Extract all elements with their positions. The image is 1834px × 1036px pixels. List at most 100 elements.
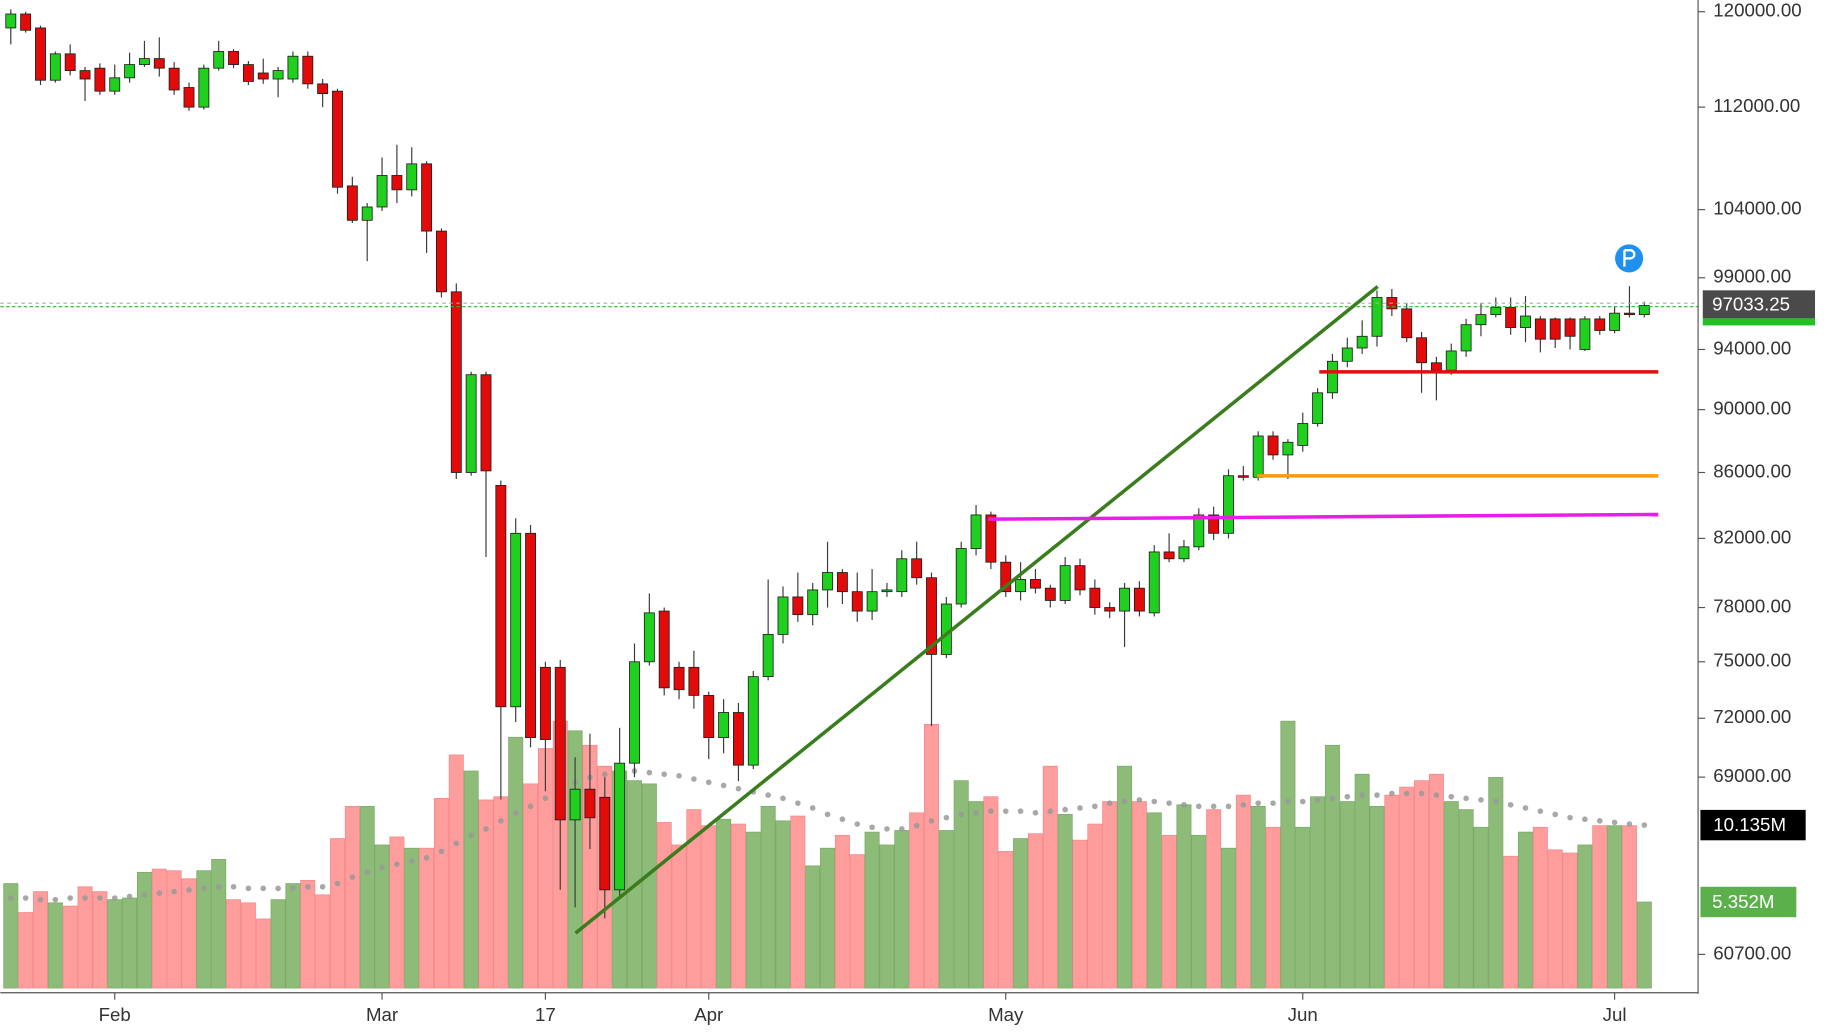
ma-dot xyxy=(1478,797,1484,803)
support-line[interactable] xyxy=(988,512,1659,521)
candle-body xyxy=(1549,318,1561,340)
volume-bar xyxy=(136,871,152,989)
candle-body xyxy=(658,610,670,689)
volume-bar xyxy=(270,899,286,989)
volume-layer xyxy=(3,720,1652,989)
candle-body xyxy=(1490,307,1502,316)
candle-body xyxy=(510,532,522,708)
volume-bar xyxy=(983,796,999,989)
volume-bar xyxy=(701,825,717,989)
ma-dot xyxy=(1210,803,1217,810)
x-tick-label: May xyxy=(988,1004,1024,1025)
x-tick-label: Feb xyxy=(99,1004,131,1025)
ma-dot xyxy=(1596,818,1603,824)
candle-body xyxy=(1074,565,1086,591)
volume-bar xyxy=(1087,823,1103,989)
candle-body xyxy=(213,51,225,69)
ma-dot xyxy=(156,890,163,896)
volume-bar xyxy=(1399,786,1415,989)
candle-body xyxy=(242,64,254,82)
volume-bar xyxy=(656,822,672,989)
x-tick-label: 17 xyxy=(535,1004,556,1025)
ma-dot xyxy=(1344,793,1351,800)
volume-bar xyxy=(1027,833,1043,989)
candle-body xyxy=(584,788,596,819)
trend-line[interactable] xyxy=(574,285,1379,935)
volume-bar xyxy=(1295,826,1311,989)
ma-dot xyxy=(453,840,460,847)
ma-dot xyxy=(319,883,326,890)
ma-dot xyxy=(913,822,920,829)
price-layer xyxy=(0,9,1699,919)
candle-body xyxy=(1104,607,1116,612)
x-tick-label: Mar xyxy=(366,1004,398,1025)
ma-dot xyxy=(1492,798,1499,805)
volume-bar xyxy=(508,736,524,989)
ma-dot xyxy=(1582,816,1588,823)
candle-body xyxy=(1059,565,1071,601)
candle-body xyxy=(1252,435,1264,478)
ma-dot xyxy=(705,779,712,786)
ma-dot xyxy=(735,785,742,792)
candle-body xyxy=(124,64,136,79)
candle-body xyxy=(1267,435,1279,456)
volume-bar xyxy=(478,799,494,989)
volume-bar xyxy=(315,894,331,989)
candle-body xyxy=(1505,307,1517,328)
volume-bar xyxy=(1532,826,1548,989)
candle-body xyxy=(1223,475,1234,534)
x-tick-label: Jun xyxy=(1288,1004,1318,1025)
ma-dot xyxy=(1552,811,1559,818)
ma-dot xyxy=(468,832,474,839)
candle-body xyxy=(1178,546,1190,560)
candle-body xyxy=(1445,350,1457,371)
ma-dot xyxy=(898,826,905,832)
volume-bar xyxy=(211,859,227,989)
candle-body xyxy=(406,163,418,191)
candle-body xyxy=(1460,324,1472,352)
candle-body xyxy=(1401,308,1413,339)
ma-dot xyxy=(691,776,697,782)
ma-dot xyxy=(498,818,504,824)
ma-dot xyxy=(215,883,222,890)
volume-bar xyxy=(1592,825,1608,989)
volume-bar xyxy=(1102,801,1118,989)
ma-dot xyxy=(1418,790,1425,797)
volume-bar xyxy=(62,905,78,989)
candle-body xyxy=(1520,315,1531,328)
ma-label-box xyxy=(1700,809,1806,841)
ma-dot xyxy=(809,805,816,811)
ma-dot xyxy=(22,895,29,901)
ma-dot xyxy=(661,771,668,778)
volume-bar xyxy=(730,823,746,989)
ma-dot xyxy=(1225,803,1232,810)
candle-body xyxy=(554,666,566,821)
y-tick-label: 78000.00 xyxy=(1713,595,1791,616)
volume-bar xyxy=(1146,812,1162,989)
volume-bar xyxy=(1473,826,1489,989)
candle-body xyxy=(109,77,121,92)
ma-dot xyxy=(928,818,935,824)
candle-body xyxy=(985,514,997,563)
ma-dot xyxy=(1136,797,1143,803)
ma-dot xyxy=(646,769,653,776)
candle-body xyxy=(35,27,46,81)
volume-bar xyxy=(641,783,657,989)
candle-body xyxy=(792,596,804,616)
candle-body xyxy=(926,577,937,655)
candle-body xyxy=(1015,579,1027,593)
candle-body xyxy=(332,90,343,188)
ma-dot xyxy=(1121,798,1128,805)
volume-bar xyxy=(820,847,836,989)
volume-bar xyxy=(1265,826,1281,989)
candle-body xyxy=(955,548,967,605)
ma-dot xyxy=(542,795,549,802)
ma-dot xyxy=(1448,793,1455,800)
candle-body xyxy=(599,796,611,891)
candle-body xyxy=(881,589,893,593)
ma-dot xyxy=(126,893,133,900)
volume-bar xyxy=(33,891,48,989)
volume-bar xyxy=(1621,825,1637,989)
ma-dot xyxy=(408,858,415,864)
volume-bar xyxy=(226,899,242,989)
